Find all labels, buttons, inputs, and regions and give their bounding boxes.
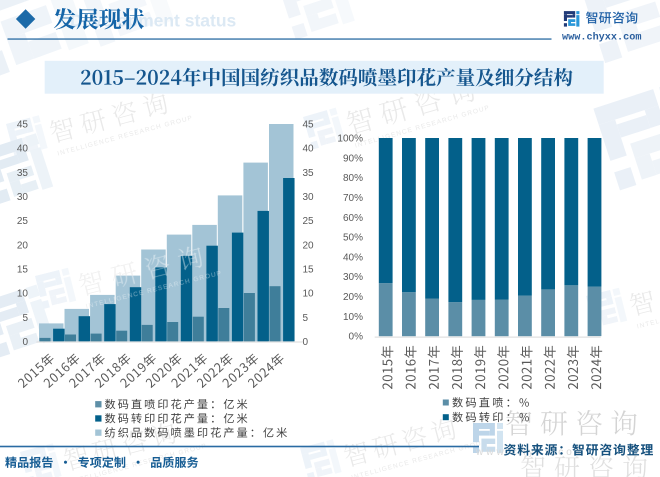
svg-text:10: 10 [17,289,29,300]
svg-text:100%: 100% [337,134,363,145]
svg-text:0: 0 [303,337,309,348]
svg-text:20: 20 [17,240,29,251]
svg-text:80%: 80% [343,173,363,184]
svg-text:5: 5 [303,313,309,324]
svg-text:30: 30 [17,192,29,203]
svg-text:www.chyxx.com: www.chyxx.com [475,447,586,458]
svg-text:15: 15 [303,265,315,276]
svg-text:45: 45 [303,120,315,131]
svg-text:5: 5 [22,313,28,324]
svg-text:40: 40 [303,144,315,155]
svg-text:25: 25 [17,216,29,227]
svg-text:0%: 0% [349,332,364,343]
svg-text:10%: 10% [343,312,363,323]
svg-text:40%: 40% [343,252,363,263]
svg-text:25: 25 [303,216,315,227]
svg-text:30: 30 [303,192,315,203]
svg-text:90%: 90% [343,153,363,164]
svg-text:20%: 20% [343,292,363,303]
svg-text:70%: 70% [343,193,363,204]
svg-text:60%: 60% [343,213,363,224]
svg-text:10: 10 [303,289,315,300]
svg-text:40: 40 [17,144,29,155]
svg-text:50%: 50% [343,233,363,244]
svg-text:35: 35 [17,168,29,179]
svg-text:35: 35 [303,168,315,179]
svg-text:30%: 30% [343,272,363,283]
svg-text:www.chyxx.com: www.chyxx.com [562,32,641,44]
svg-text:15: 15 [17,265,29,276]
svg-text:0: 0 [22,337,28,348]
svg-text:45: 45 [17,120,29,131]
svg-text:20: 20 [303,240,315,251]
